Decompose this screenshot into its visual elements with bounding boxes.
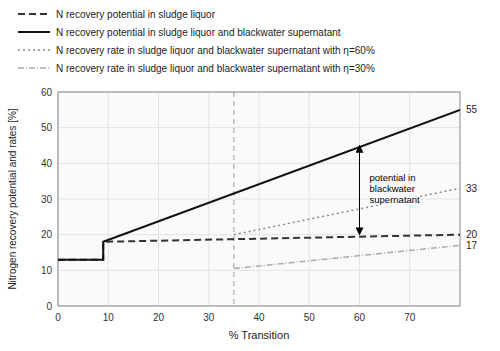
plot-background	[58, 92, 460, 306]
legend-label: N recovery potential in sludge liquor	[56, 9, 216, 20]
right-label: 17	[466, 240, 478, 251]
x-tick-label: 40	[253, 312, 265, 323]
double-arrow	[359, 146, 360, 235]
plot-area	[58, 92, 460, 306]
grid	[58, 92, 460, 306]
x-axis-label: % Transition	[229, 329, 290, 341]
x-tick-label: 30	[203, 312, 215, 323]
y-tick-label: 10	[41, 265, 53, 276]
y-tick-label: 40	[41, 158, 53, 169]
x-tick-label: 20	[153, 312, 165, 323]
legend-label: N recovery potential in sludge liquor an…	[56, 27, 341, 38]
series-line	[58, 110, 460, 260]
legend-swatch	[18, 13, 50, 15]
x-tick-label: 10	[103, 312, 115, 323]
legend-label: N recovery rate in sludge liquor and bla…	[56, 63, 375, 74]
annotation-line: supernatant	[370, 194, 421, 205]
y-grid-line	[58, 234, 460, 235]
series-line	[234, 245, 460, 268]
y-grid-line	[58, 127, 460, 128]
legend-label: N recovery rate in sludge liquor and bla…	[56, 45, 375, 56]
right-label: 33	[466, 183, 478, 194]
right-label: 20	[466, 229, 478, 240]
x-tick-label: 60	[354, 312, 366, 323]
x-tick-label: 70	[404, 312, 416, 323]
right-label: 55	[466, 104, 478, 115]
y-tick-label: 50	[41, 122, 53, 133]
series-line	[58, 235, 460, 260]
series-line	[234, 188, 460, 234]
annotation-line: potential in	[370, 172, 416, 183]
x-tick-label: 0	[55, 312, 61, 323]
y-grid-line	[58, 270, 460, 271]
x-tick-label: 50	[304, 312, 316, 323]
legend: N recovery potential in sludge liquor N r…	[18, 9, 375, 74]
chart: 0 10 20 30 40 50 60 70 0 10 20 30 40 50 60 potential in…	[0, 0, 500, 351]
reference-line	[233, 92, 234, 306]
y-grid-line	[58, 163, 460, 164]
annotation: potential inblackwatersupernatant	[370, 172, 421, 205]
x-grid-line	[359, 92, 360, 306]
legend-swatch	[18, 49, 50, 51]
y-tick-label: 0	[46, 301, 52, 312]
legend-swatch	[18, 31, 50, 33]
legend-swatch	[18, 67, 50, 69]
plot-frame	[58, 92, 460, 306]
annotation-line: blackwater	[370, 183, 415, 194]
y-tick-label: 20	[41, 229, 53, 240]
y-axis-label: Nitrogen recovery potential and rates [%…	[7, 108, 18, 289]
y-tick-label: 30	[41, 194, 53, 205]
y-tick-label: 60	[41, 87, 53, 98]
